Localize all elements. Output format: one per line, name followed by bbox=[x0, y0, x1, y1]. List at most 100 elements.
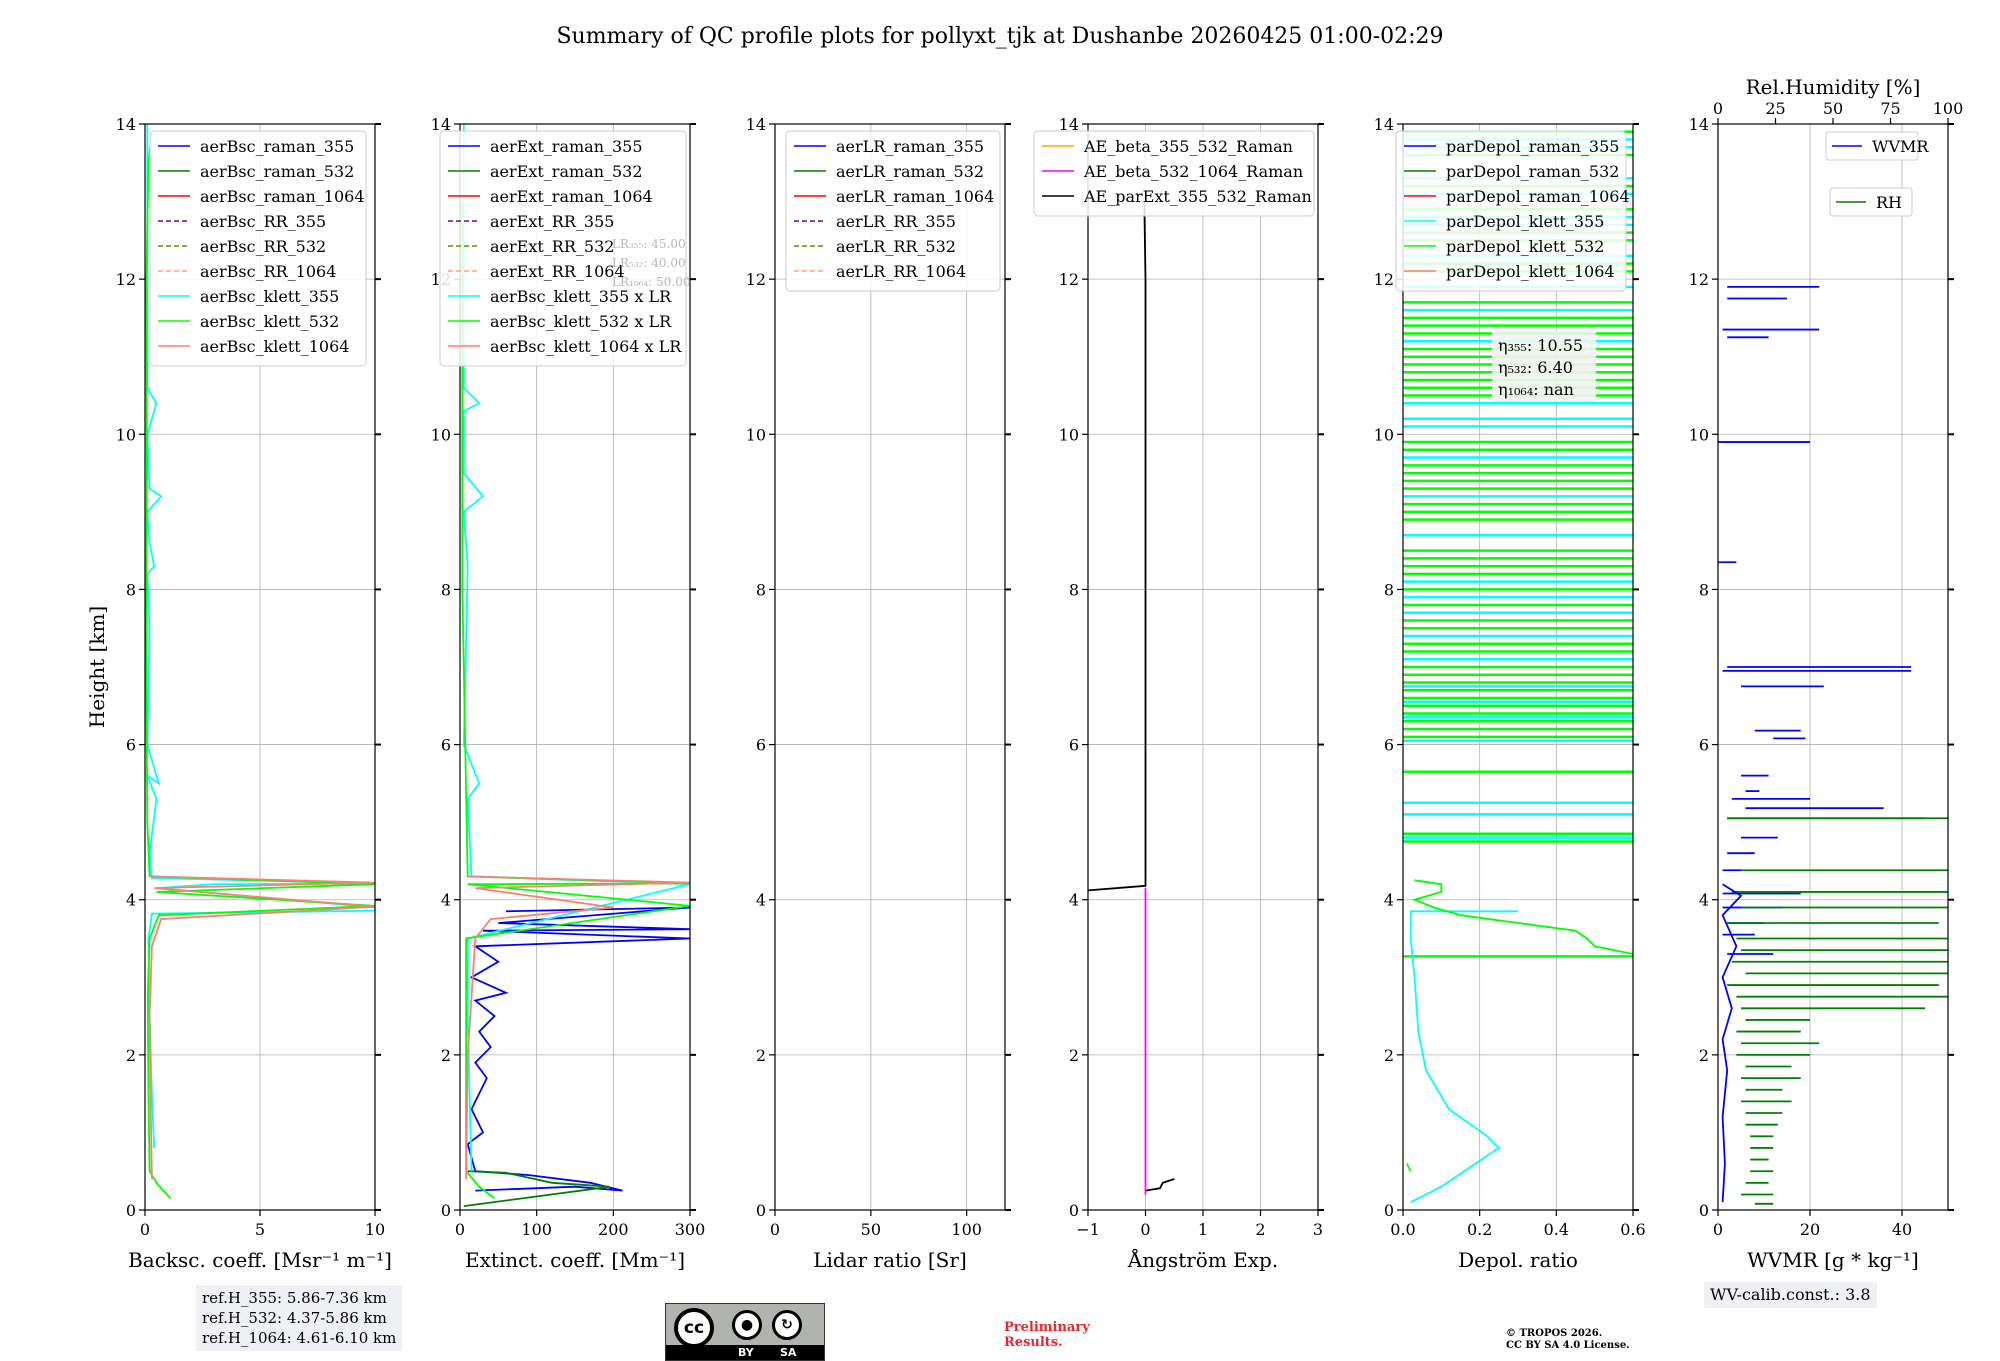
lidar-ratio-annotation: LR₅₃₂: 40.00 bbox=[612, 256, 686, 270]
y-tick-label: 0 bbox=[1699, 1201, 1709, 1220]
y-tick-label: 0 bbox=[1069, 1201, 1079, 1220]
x-axis-label: Backsc. coeff. [Msr⁻¹ m⁻¹] bbox=[128, 1248, 392, 1272]
series-line-aerBsc_klett_1064 bbox=[148, 875, 375, 1180]
figure-title: Summary of QC profile plots for pollyxt_… bbox=[556, 24, 1443, 49]
y-tick-label: 10 bbox=[1059, 425, 1079, 444]
legend-label: aerLR_raman_355 bbox=[836, 137, 984, 156]
y-tick-label: 12 bbox=[1689, 270, 1709, 289]
legend-label: aerBsc_RR_355 bbox=[200, 212, 326, 231]
x-tick-label: 0.0 bbox=[1390, 1220, 1415, 1239]
x-tick-label: 0.6 bbox=[1620, 1220, 1645, 1239]
preliminary-results-note: Preliminary Results. bbox=[1004, 1320, 1090, 1350]
legend-label: aerBsc_klett_355 x LR bbox=[490, 287, 672, 306]
top-x-tick-label: 50 bbox=[1823, 99, 1843, 118]
y-tick-label: 0 bbox=[126, 1201, 136, 1220]
panel-lidar_ratio: 0 2 4 6 8 10 12 14 0 50 100 Lidar ratio [Sr] aerLR_r… bbox=[746, 115, 1011, 1272]
y-tick-label: 2 bbox=[1069, 1046, 1079, 1065]
y-tick-label: 14 bbox=[1689, 115, 1709, 134]
y-tick-label: 10 bbox=[116, 425, 136, 444]
series-line-parDepol_klett_532 bbox=[1405, 1163, 1412, 1172]
axes-frame bbox=[774, 123, 1006, 1211]
y-tick-label: 2 bbox=[756, 1046, 766, 1065]
attribution-person-icon: ● bbox=[732, 1310, 762, 1340]
x-tick-label: 0 bbox=[140, 1220, 150, 1239]
x-tick-label: 3 bbox=[1313, 1220, 1323, 1239]
y-tick-label: 8 bbox=[441, 580, 451, 599]
legend-label: aerExt_RR_355 bbox=[490, 212, 614, 231]
series-line-parDepol_klett_532-upper bbox=[1411, 879, 1633, 955]
y-tick-label: 14 bbox=[746, 115, 766, 134]
x-tick-label: 100 bbox=[521, 1220, 552, 1239]
preliminary-line-1: Preliminary bbox=[1004, 1320, 1090, 1335]
copyright-line-2: CC BY SA 4.0 License. bbox=[1506, 1340, 1630, 1351]
legend-label: parDepol_klett_532 bbox=[1446, 237, 1604, 256]
license-by-label: BY bbox=[738, 1346, 754, 1359]
legend-label: AE_beta_532_1064_Raman bbox=[1083, 162, 1303, 181]
series-line-WVMR bbox=[1721, 883, 1743, 1203]
y-tick-label: 2 bbox=[1384, 1046, 1394, 1065]
series-line-aerExt_raman_532 bbox=[463, 1170, 610, 1207]
ref-height-532: ref.H_532: 4.37-5.86 km bbox=[202, 1309, 387, 1327]
y-tick-label: 8 bbox=[126, 580, 136, 599]
x-tick-label: 2 bbox=[1255, 1220, 1265, 1239]
y-tick-label: 2 bbox=[126, 1046, 136, 1065]
legend-label: parDepol_klett_355 bbox=[1446, 212, 1604, 231]
y-tick-label: 14 bbox=[116, 115, 136, 134]
lidar-ratio-annotation: LR₃₅₅: 45.00 bbox=[612, 237, 686, 251]
eta-annotation: η₁₀₆₄: nan bbox=[1498, 380, 1574, 399]
x-tick-label: 0.2 bbox=[1467, 1220, 1492, 1239]
top-x-tick-label: 0 bbox=[1713, 99, 1723, 118]
y-tick-label: 12 bbox=[116, 270, 136, 289]
legend-label: aerLR_RR_1064 bbox=[836, 262, 966, 281]
top-x-tick-label: 100 bbox=[1933, 99, 1964, 118]
legend-label: aerLR_RR_532 bbox=[836, 237, 956, 256]
x-tick-label: 5 bbox=[255, 1220, 265, 1239]
x-tick-label: 300 bbox=[675, 1220, 706, 1239]
y-tick-label: 0 bbox=[1384, 1201, 1394, 1220]
y-tick-label: 10 bbox=[1689, 425, 1709, 444]
y-tick-label: 12 bbox=[746, 270, 766, 289]
legend-label: aerExt_raman_532 bbox=[490, 162, 643, 181]
legend-box bbox=[1395, 130, 1627, 292]
series-line-parDepol_klett_355 bbox=[1409, 910, 1518, 1204]
x-tick-label: −1 bbox=[1076, 1220, 1100, 1239]
panel-backscatter: 0 2 4 6 8 10 12 14 0 5 10 Backsc. coeff. [Msr⁻¹ m⁻¹… bbox=[85, 115, 392, 1272]
x-tick-label: 1 bbox=[1198, 1220, 1208, 1239]
copyright-line-1: © TROPOS 2026. bbox=[1506, 1328, 1603, 1339]
y-tick-label: 14 bbox=[1059, 115, 1079, 134]
preliminary-line-2: Results. bbox=[1004, 1335, 1063, 1350]
legend-label: aerBsc_klett_355 bbox=[200, 287, 339, 306]
x-tick-label: 0 bbox=[1140, 1220, 1150, 1239]
legend-label: aerLR_RR_355 bbox=[836, 212, 956, 231]
legend-label: AE_parExt_355_532_Raman bbox=[1083, 187, 1312, 206]
y-tick-label: 8 bbox=[1069, 580, 1079, 599]
y-tick-label: 8 bbox=[1699, 580, 1709, 599]
panel-depol: 0 2 4 6 8 10 12 14 0.0 0.2 0.4 0.6 Depol. ratio parDe… bbox=[1374, 115, 1646, 1272]
y-tick-label: 0 bbox=[441, 1201, 451, 1220]
legend-label: aerBsc_RR_1064 bbox=[200, 262, 336, 281]
legend-label: aerExt_RR_532 bbox=[490, 237, 614, 256]
license-strip: BY SA bbox=[666, 1345, 824, 1360]
share-alike-icon: ↻ bbox=[772, 1310, 802, 1340]
legend-label: aerExt_raman_1064 bbox=[490, 187, 653, 206]
y-tick-label: 6 bbox=[1384, 736, 1394, 755]
legend-label: aerExt_RR_1064 bbox=[490, 262, 625, 281]
x-tick-label: 20 bbox=[1800, 1220, 1820, 1239]
y-tick-label: 8 bbox=[1384, 580, 1394, 599]
y-tick-label: 2 bbox=[1699, 1046, 1709, 1065]
y-tick-label: 6 bbox=[126, 736, 136, 755]
reference-heights-box: ref.H_355: 5.86-7.36 km ref.H_532: 4.37-… bbox=[196, 1285, 403, 1351]
legend-box bbox=[439, 130, 687, 367]
eta-annotation: η₅₃₂: 6.40 bbox=[1498, 358, 1573, 377]
wv-calibration-box: WV-calib.const.: 3.8 bbox=[1704, 1282, 1877, 1308]
legend-label: aerBsc_klett_532 x LR bbox=[490, 312, 672, 331]
y-tick-label: 4 bbox=[756, 891, 766, 910]
y-tick-label: 12 bbox=[1059, 270, 1079, 289]
y-tick-label: 6 bbox=[756, 736, 766, 755]
legend-label: parDepol_raman_1064 bbox=[1446, 187, 1630, 206]
y-tick-label: 4 bbox=[1699, 891, 1709, 910]
legend-label: WVMR bbox=[1872, 137, 1929, 156]
license-sa-label: SA bbox=[780, 1346, 797, 1359]
legend-label: aerBsc_raman_355 bbox=[200, 137, 354, 156]
